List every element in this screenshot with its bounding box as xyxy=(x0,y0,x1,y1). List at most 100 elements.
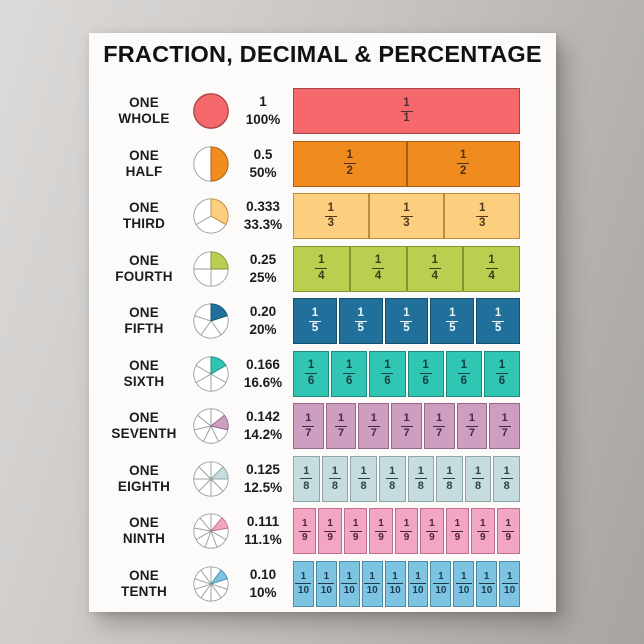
fraction-line xyxy=(364,583,381,584)
segment-numerator: 1 xyxy=(389,464,396,477)
fraction-name-label: ONE FOURTH xyxy=(97,253,191,285)
fraction-line xyxy=(335,425,348,427)
segment-numerator: 1 xyxy=(392,570,398,582)
fraction-line xyxy=(308,320,321,322)
fraction-name-line1: ONE xyxy=(129,200,159,216)
segment-numerator: 1 xyxy=(488,254,495,266)
segment-denominator: 2 xyxy=(346,164,353,177)
fraction-pie-icon xyxy=(191,564,231,604)
bar-segment: 1 10 xyxy=(476,560,498,607)
segment-numerator: 1 xyxy=(303,464,310,477)
segment-numerator: 1 xyxy=(307,359,315,371)
bar-segment: 1 10 xyxy=(430,560,452,607)
segment-denominator: 5 xyxy=(449,322,456,334)
fraction-name-line2: SEVENTH xyxy=(111,426,177,441)
fraction-line xyxy=(343,373,356,374)
segment-denominator: 9 xyxy=(480,532,486,543)
fraction-line xyxy=(381,373,394,374)
segment-numerator: 1 xyxy=(478,201,486,214)
fraction-line xyxy=(300,478,313,479)
decimal-value: 0.20 xyxy=(249,304,277,320)
fraction-line xyxy=(295,583,312,584)
segment-numerator: 1 xyxy=(403,518,410,529)
fraction-line xyxy=(349,530,362,532)
percent-value: 12.5% xyxy=(243,479,283,495)
segment-numerator: 1 xyxy=(501,412,508,424)
fraction-name-line1: ONE xyxy=(129,567,159,583)
fraction-name-line2: FOURTH xyxy=(115,268,173,284)
decimal-percent-values: 0.10 10% xyxy=(233,566,293,601)
segment-numerator: 1 xyxy=(352,518,359,529)
segment-denominator: 9 xyxy=(403,532,410,543)
segment-denominator: 10 xyxy=(320,584,332,596)
bar-segment: 1 10 xyxy=(338,560,360,607)
fraction-line xyxy=(428,268,441,269)
segment-numerator: 1 xyxy=(346,149,353,161)
fraction-name-label: ONE WHOLE xyxy=(97,95,191,127)
segment-denominator: 4 xyxy=(374,269,382,282)
segment-numerator: 1 xyxy=(346,359,353,371)
fraction-line xyxy=(386,478,399,479)
segment-numerator: 1 xyxy=(417,464,424,477)
segment-numerator: 1 xyxy=(403,201,410,214)
segment-numerator: 1 xyxy=(431,254,439,266)
segment-denominator: 10 xyxy=(504,584,516,596)
fraction-line xyxy=(451,530,464,532)
decimal-value: 0.5 xyxy=(253,146,273,162)
segment-numerator: 1 xyxy=(338,412,345,424)
fraction-name-line1: ONE xyxy=(129,410,159,426)
pie-slices xyxy=(193,145,229,182)
segment-denominator: 3 xyxy=(327,217,335,229)
segment-denominator: 1 xyxy=(403,112,410,124)
segment-denominator: 6 xyxy=(384,374,391,387)
decimal-value: 1 xyxy=(259,94,267,110)
segment-denominator: 4 xyxy=(488,269,495,282)
bar-segment: 1 10 xyxy=(499,560,521,607)
fraction-line xyxy=(433,425,446,427)
fraction-name-line2: SIXTH xyxy=(123,373,165,389)
fraction-name-line2: EIGHTH xyxy=(117,478,171,494)
pie-slices xyxy=(193,513,229,549)
fraction-line xyxy=(457,163,470,164)
fraction-name-label: ONE NINTH xyxy=(97,515,191,547)
fraction-name-label: ONE HALF xyxy=(97,148,191,180)
segment-denominator: 10 xyxy=(435,584,447,596)
fraction-pie-icon xyxy=(191,144,231,184)
segment-numerator: 1 xyxy=(415,570,421,582)
fraction-line xyxy=(457,373,470,374)
percent-value: 33.3% xyxy=(243,217,283,232)
fraction-name-label: ONE SEVENTH xyxy=(97,410,191,442)
segment-numerator: 1 xyxy=(403,306,410,319)
segment-numerator: 1 xyxy=(446,464,453,477)
fraction-line xyxy=(409,583,426,584)
segment-numerator: 1 xyxy=(460,359,467,371)
fraction-pie-icon xyxy=(191,249,231,289)
segment-numerator: 1 xyxy=(300,570,307,582)
fraction-name-label: ONE TENTH xyxy=(97,568,191,600)
pie-slices xyxy=(193,408,229,444)
percent-value: 100% xyxy=(245,112,281,127)
segment-denominator: 6 xyxy=(346,374,353,387)
fraction-line xyxy=(455,583,472,584)
fraction-line xyxy=(443,478,456,479)
pie-slices xyxy=(193,460,229,497)
